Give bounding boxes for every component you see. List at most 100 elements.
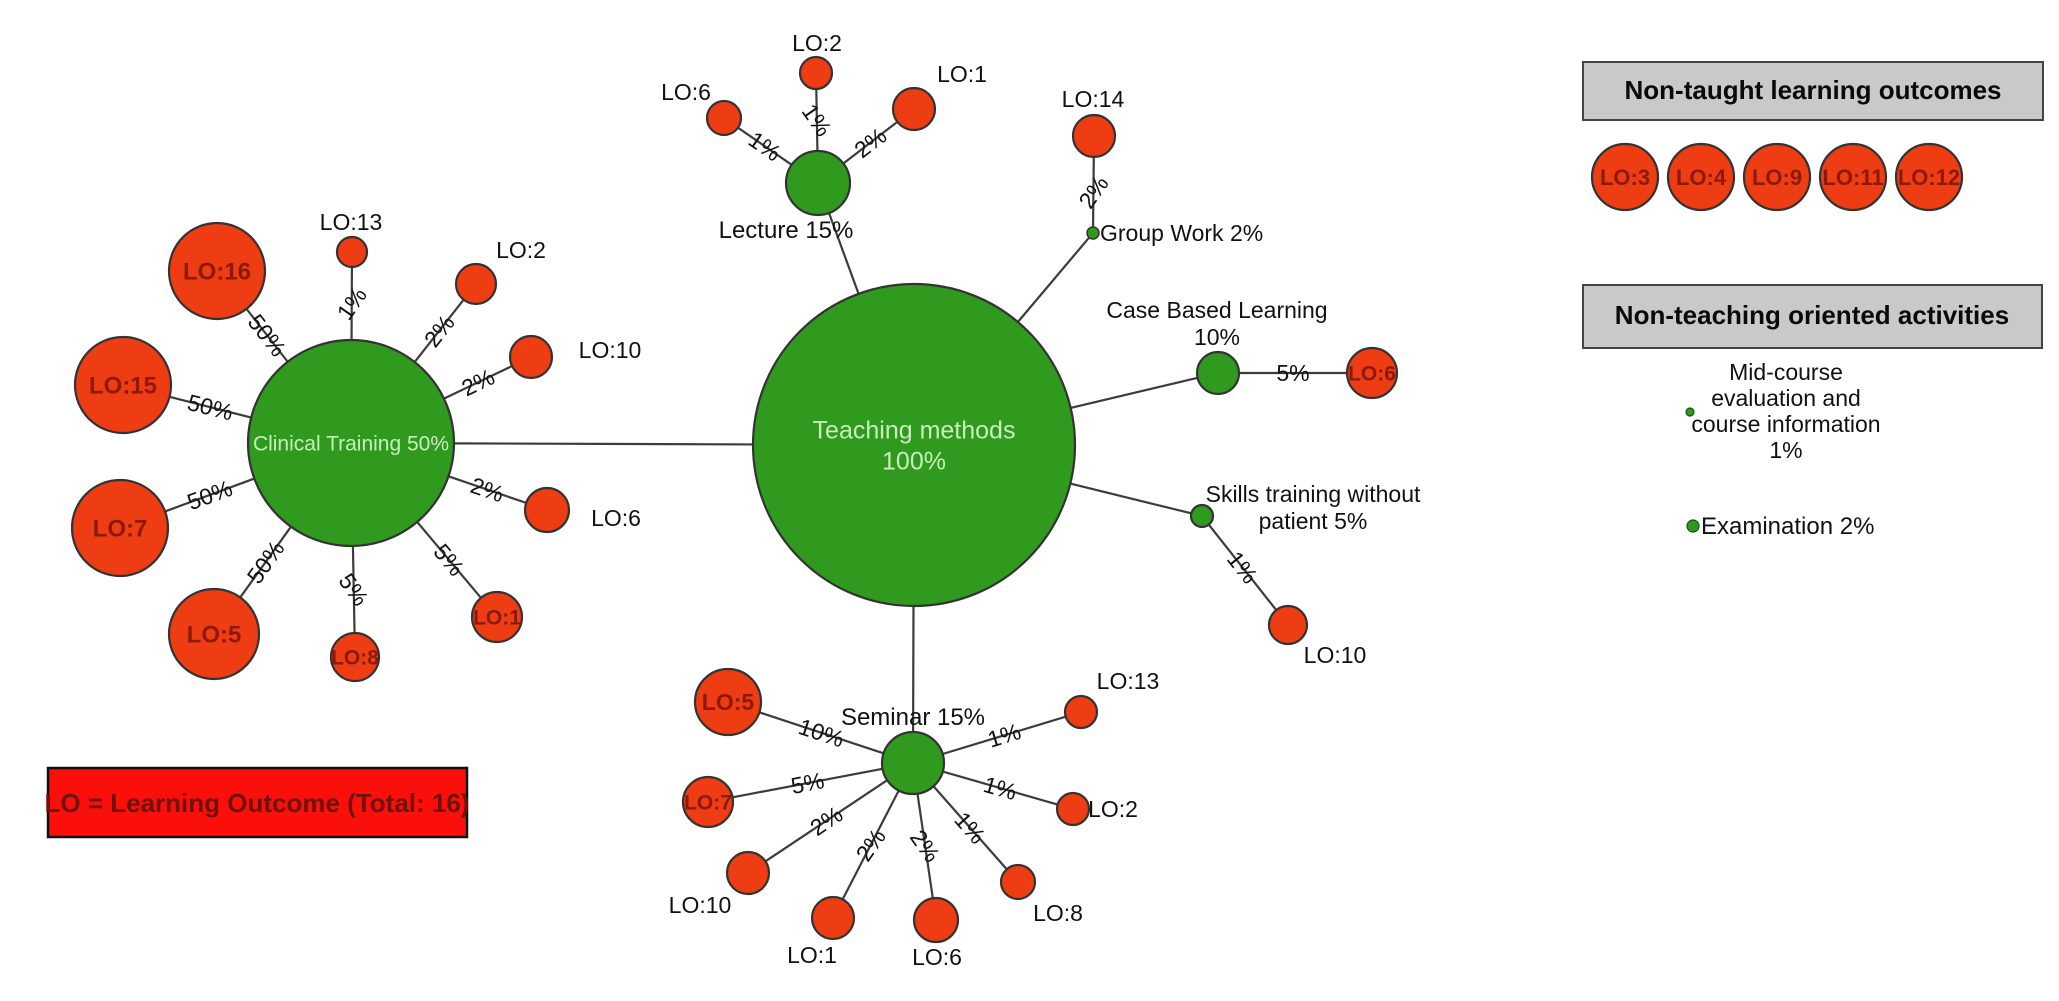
non-taught-outcomes-row: LO:3 LO:4 LO:9 LO:11 LO:12: [1590, 142, 1964, 212]
node-cl_lo5: [167, 587, 261, 681]
edge-seminar-se_lo10: [764, 779, 888, 863]
activity-dot-1: [1686, 519, 1700, 533]
node-label-cl_lo15: LO:15: [89, 372, 157, 399]
edge-label-lecture-lec_lo2: 1%: [797, 99, 837, 141]
activity-label-1: Examination 2%: [1701, 513, 1874, 540]
non-teaching-header-title: Non-teaching oriented activities: [1615, 300, 2009, 330]
edge-skills-sk_lo10: [1207, 523, 1278, 611]
edge-label-casebased-cb_lo6: 5%: [1276, 360, 1309, 386]
node-se_lo2: [1055, 791, 1091, 827]
edge-label-seminar-se_lo5: 10%: [795, 713, 847, 752]
edge-label-seminar-se_lo7: 5%: [789, 767, 827, 799]
node-se_lo5: [693, 667, 763, 737]
edge-seminar-se_lo13: [942, 715, 1067, 756]
edge-teaching-lecture: [827, 212, 860, 295]
node-label-se_lo10: LO:10: [669, 892, 732, 918]
edge-seminar-se_lo2: [942, 770, 1058, 806]
node-label-casebased: 10%: [1194, 324, 1240, 350]
node-label-se_lo2: LO:2: [1088, 796, 1138, 822]
node-cl_lo16: [167, 221, 267, 321]
edge-teaching-casebased: [1070, 376, 1198, 409]
edge-clinical-cl_lo6: [448, 475, 527, 504]
edge-clinical-cl_lo2: [413, 299, 465, 363]
edge-teaching-clinical: [453, 442, 754, 446]
node-label-se_lo1: LO:1: [787, 942, 837, 968]
node-label-seminar: Seminar 15%: [841, 704, 985, 731]
node-label-cl_lo8: LO:8: [331, 646, 379, 669]
edge-label-clinical-cl_lo13: 1%: [332, 282, 372, 324]
edge-label-seminar-se_lo1: 2%: [851, 824, 891, 866]
edge-label-groupwork-gw_lo14: 2%: [1073, 171, 1113, 213]
edge-clinical-cl_lo7: [164, 477, 255, 513]
node-cl_lo7: [70, 478, 170, 578]
node-label-cl_lo10: LO:10: [579, 337, 642, 363]
node-label-cl_lo2: LO:2: [496, 237, 546, 263]
activity-label-0: Mid-course: [1729, 359, 1843, 385]
edge-lecture-lec_lo6: [737, 126, 793, 166]
node-label-cl_lo7: LO:7: [93, 515, 148, 542]
non-taught-panel: Non-taught learning outcomes LO:3 LO:4 LO:…: [1582, 61, 2044, 212]
non-taught-label: LO:3: [1600, 165, 1650, 190]
node-sk_lo10: [1267, 604, 1309, 646]
edge-label-clinical-cl_lo2: 2%: [419, 310, 460, 352]
edge-clinical-cl_lo1: [416, 521, 482, 599]
node-casebased: [1195, 350, 1241, 396]
edge-label-clinical-cl_lo15: 50%: [185, 389, 236, 426]
node-cl_lo10: [508, 334, 554, 380]
edge-label-seminar-se_lo6: 2%: [905, 825, 945, 867]
non-taught-header-box: [1582, 61, 2044, 121]
node-seminar: [880, 730, 946, 796]
non-taught-label: LO:11: [1822, 165, 1883, 190]
non-teaching-header-box: [1582, 284, 2043, 349]
edge-label-clinical-cl_lo10: 2%: [457, 363, 498, 401]
node-se_lo7: [681, 775, 735, 829]
activity-label-0: course information: [1691, 411, 1880, 437]
node-cl_lo6: [523, 486, 571, 534]
node-label-sk_lo10: LO:10: [1304, 642, 1367, 668]
node-se_lo8: [999, 863, 1037, 901]
node-groupwork: [1086, 226, 1100, 240]
node-label-cl_lo6: LO:6: [591, 505, 641, 531]
edge-groupwork-gw_lo14: [1091, 156, 1095, 228]
node-lec_lo6: [705, 99, 743, 137]
edge-label-skills-sk_lo10: 1%: [1222, 546, 1263, 588]
node-label-se_lo8: LO:8: [1033, 900, 1083, 926]
node-lecture: [784, 149, 852, 217]
edge-label-seminar-se_lo13: 1%: [985, 718, 1024, 753]
non-taught-label: LO:4: [1676, 165, 1727, 190]
node-cl_lo15: [73, 335, 173, 435]
node-label-lec_lo1: LO:1: [937, 61, 987, 87]
node-se_lo6: [912, 896, 960, 944]
node-label-clinical: Clinical Training 50%: [253, 432, 449, 455]
activity-label-0: 1%: [1769, 437, 1802, 463]
node-label-cb_lo6: LO:6: [1348, 362, 1396, 385]
edge-seminar-se_lo6: [916, 793, 934, 899]
node-label-cl_lo16: LO:16: [183, 258, 251, 285]
non-taught-node-lo4: [1666, 142, 1736, 212]
activity-dot-0: [1685, 407, 1695, 417]
non-taught-node-lo9: [1742, 142, 1812, 212]
non-taught-label: LO:9: [1752, 165, 1802, 190]
node-label-se_lo5: LO:5: [702, 689, 755, 715]
non-teaching-panel: Non-teaching oriented activities Mid-cou…: [1582, 284, 2043, 540]
node-label-teaching: 100%: [882, 447, 946, 475]
node-label-teaching: Teaching methods: [813, 416, 1016, 444]
edge-label-clinical-cl_lo7: 50%: [184, 475, 236, 515]
node-label-skills: Skills training without: [1206, 481, 1421, 507]
non-taught-label: LO:12: [1898, 165, 1960, 190]
legend-note-text: LO = Learning Outcome (Total: 16): [45, 788, 470, 818]
node-gw_lo14: [1071, 113, 1117, 159]
node-label-groupwork: Group Work 2%: [1100, 220, 1263, 246]
node-lec_lo1: [891, 86, 937, 132]
node-cl_lo2: [454, 262, 498, 306]
node-label-se_lo13: LO:13: [1097, 668, 1160, 694]
non-taught-node-lo3: [1590, 142, 1660, 212]
node-se_lo10: [725, 850, 771, 896]
edge-label-clinical-cl_lo5: 50%: [242, 536, 290, 589]
node-label-casebased: Case Based Learning: [1106, 297, 1327, 323]
node-cl_lo1: [470, 590, 524, 644]
edge-clinical-cl_lo15: [169, 395, 252, 419]
node-clinical: [246, 338, 456, 548]
legend-note: LO = Learning Outcome (Total: 16): [45, 766, 470, 839]
